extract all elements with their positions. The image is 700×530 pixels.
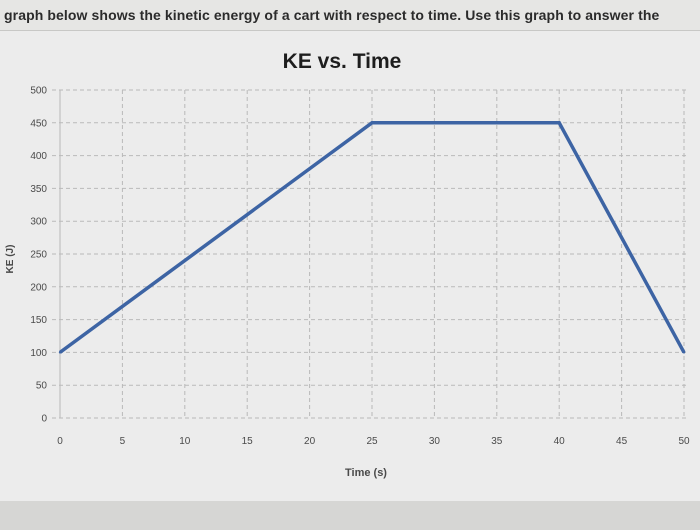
y-axis-label: KE (J) [5, 245, 16, 274]
y-tick-label-500: 500 [30, 86, 47, 97]
y-tick-label-100: 100 [30, 348, 47, 359]
x-tick-label-40: 40 [554, 436, 566, 447]
y-tick-label-450: 450 [30, 118, 47, 129]
y-tick-label-0: 0 [41, 414, 47, 425]
question-text: graph below shows the kinetic energy of … [0, 0, 700, 30]
y-tick-label-300: 300 [30, 217, 47, 228]
series-line-0 [58, 121, 686, 354]
ke-vs-time-chart: 0 5 10 15 20 25 30 35 40 45 5005010015020025030035… [5, 50, 690, 479]
data-point-0-0 [58, 351, 62, 354]
chart-container: 0 5 10 15 20 25 30 35 40 45 50 0 50 100 150 200 250 300 35… [0, 30, 700, 502]
x-tick-label-10: 10 [179, 436, 191, 447]
x-tick-label-35: 35 [491, 436, 503, 447]
x-tick-label-45: 45 [616, 436, 628, 447]
y-tick-label-200: 200 [30, 282, 47, 293]
x-tick-label-0: 0 [57, 436, 63, 447]
tick-labels: 0 5 10 15 20 25 30 35 40 45 5005010015020025030035… [30, 86, 690, 448]
page-footer-strip [0, 501, 700, 530]
data-point-0-3 [682, 351, 686, 354]
y-tick-label-350: 350 [30, 184, 47, 195]
data-point-0-1 [370, 121, 374, 125]
data-point-0-2 [558, 121, 561, 125]
chart-title: KE vs. Time [283, 50, 402, 73]
y-tick-label-50: 50 [36, 381, 48, 392]
series-layer [58, 121, 686, 354]
x-tick-label-50: 50 [678, 436, 690, 447]
x-tick-label-5: 5 [120, 436, 126, 447]
x-tick-label-20: 20 [304, 436, 316, 447]
grid-lines [52, 89, 688, 419]
y-tick-label-400: 400 [30, 151, 47, 162]
x-tick-label-30: 30 [429, 436, 441, 447]
x-axis-label: Time (s) [345, 467, 387, 479]
y-tick-label-150: 150 [30, 315, 47, 326]
y-tick-label-250: 250 [30, 250, 47, 261]
x-tick-label-25: 25 [366, 436, 378, 447]
x-tick-label-15: 15 [242, 436, 254, 447]
